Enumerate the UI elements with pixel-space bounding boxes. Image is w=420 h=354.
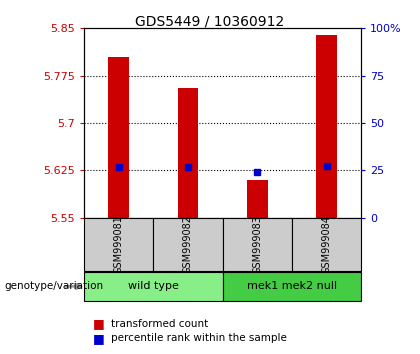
Text: GSM999084: GSM999084	[322, 215, 331, 274]
Bar	[247, 180, 268, 218]
Bar	[84, 218, 153, 271]
Text: genotype/variation: genotype/variation	[4, 281, 103, 291]
Bar	[316, 35, 337, 218]
Text: ■: ■	[92, 318, 104, 330]
Text: wild type: wild type	[128, 281, 179, 291]
Text: GSM999082: GSM999082	[183, 215, 193, 274]
Bar	[108, 57, 129, 218]
Text: percentile rank within the sample: percentile rank within the sample	[111, 333, 287, 343]
Bar	[153, 218, 223, 271]
Bar	[292, 218, 361, 271]
Bar	[84, 272, 223, 301]
Bar	[223, 272, 361, 301]
Text: GSM999081: GSM999081	[114, 215, 123, 274]
Text: mek1 mek2 null: mek1 mek2 null	[247, 281, 337, 291]
Text: ■: ■	[92, 332, 104, 344]
Bar	[223, 218, 292, 271]
Text: GSM999083: GSM999083	[252, 215, 262, 274]
Bar	[178, 88, 198, 218]
Text: GDS5449 / 10360912: GDS5449 / 10360912	[135, 14, 285, 28]
Text: transformed count: transformed count	[111, 319, 209, 329]
